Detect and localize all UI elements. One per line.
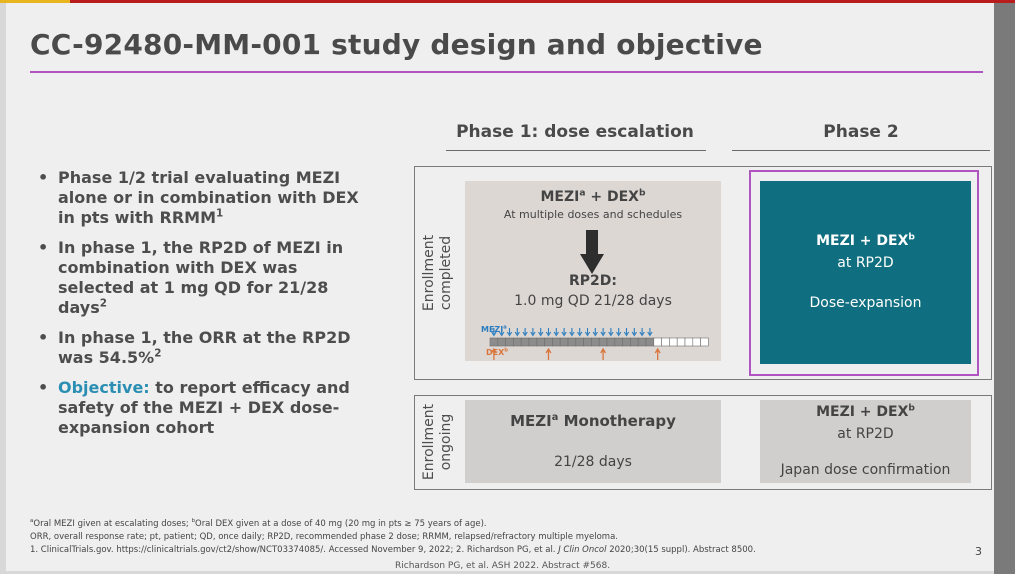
phase1-completed-box: MEZIa + DEXb At multiple doses and sched…	[465, 181, 721, 361]
ongoing-phase1-line2: 21/28 days	[554, 454, 632, 470]
bullet-item: • In phase 1, the RP2D of MEZI in combina…	[38, 238, 344, 317]
schedule-day-cell	[528, 337, 538, 347]
schedule-day-cell	[669, 337, 678, 347]
dosing-schedule-graphic	[489, 328, 709, 360]
page-number: 3	[975, 545, 982, 558]
citation: Richardson PG, et al. ASH 2022. Abstract…	[395, 561, 611, 571]
phase2-heading: Phase 2	[823, 122, 899, 142]
mezi-dose-arrow-icon	[569, 328, 575, 337]
schedule-day-cell	[559, 337, 569, 347]
schedule-day-cell	[575, 337, 584, 347]
schedule-day-cell	[645, 337, 655, 347]
schedule-day-cell	[497, 337, 506, 347]
slide-title: CC-92480-MM-001 study design and objecti…	[30, 28, 763, 61]
bullet-list: • Phase 1/2 trial evaluating MEZI alone o…	[36, 168, 376, 448]
ongoing-phase2-line3: Japan dose confirmation	[780, 462, 951, 478]
schedule-day-cell	[661, 337, 670, 347]
right-edge-strip	[994, 3, 1015, 574]
footnote-line3: 1. ClinicalTrials.gov. https://clinicalt…	[30, 545, 756, 555]
mezi-dose-arrow-icon	[506, 328, 513, 337]
mezi-dose-arrow-icon	[538, 328, 544, 337]
phase2-highlight-outline	[749, 170, 979, 376]
ongoing-phase2-box: MEZI + DEXb at RP2D Japan dose confirmat…	[760, 400, 971, 483]
schedule-day-cell	[567, 337, 577, 347]
top-red-line	[0, 0, 1015, 3]
mezi-dose-arrow-icon	[600, 328, 606, 337]
schedule-day-cell	[606, 337, 616, 347]
mezi-dose-arrow-icon	[553, 328, 559, 337]
schedule-day-cell	[684, 337, 694, 347]
dex-schedule-label: DEXb	[486, 347, 508, 357]
title-underline	[30, 71, 983, 73]
phase2-heading-rule	[732, 150, 990, 151]
footnote-line1: aOral MEZI given at escalating doses; bO…	[30, 518, 487, 529]
schedule-day-cell	[653, 337, 662, 347]
phase2-box-line1: MEZI + DEXb	[816, 232, 915, 249]
bullet-item: • In phase 1, the ORR at the RP2D was 54.…	[38, 328, 351, 367]
phase2-box-line3: Dose-expansion	[809, 295, 922, 311]
schedule-day-cell	[637, 337, 647, 347]
down-arrow-icon	[580, 230, 604, 274]
objective-label: Objective:	[58, 378, 150, 397]
phase2-box-line2: at RP2D	[837, 255, 894, 271]
mezi-dose-arrow-icon	[545, 328, 552, 337]
schedule-day-cell	[536, 337, 545, 347]
mezi-dose-arrow-icon	[577, 328, 583, 337]
schedule-day-cell	[622, 337, 631, 347]
bullet-item-objective: • Objective: to report efficacy and safet…	[38, 378, 350, 437]
mezi-dose-arrow-icon	[631, 328, 637, 337]
bullet-item: • Phase 1/2 trial evaluating MEZI alone o…	[38, 168, 359, 227]
rp2d-title: RP2D:	[568, 273, 617, 289]
schedule-day-cell	[598, 337, 608, 347]
ongoing-phase2-line2: at RP2D	[837, 426, 894, 442]
phase1-box-subtitle: At multiple doses and schedules	[503, 208, 683, 221]
mezi-dose-arrow-icon	[623, 328, 630, 337]
mezi-dose-arrow-icon	[647, 328, 653, 337]
rp2d-value: 1.0 mg QD 21/28 days	[514, 293, 672, 309]
phase1-heading-rule	[446, 150, 706, 151]
mezi-dose-arrow-icon	[522, 328, 528, 337]
schedule-day-cell	[505, 337, 514, 347]
ongoing-phase1-box: MEZIa Monotherapy 21/28 days	[465, 400, 721, 483]
schedule-day-cell	[700, 337, 709, 347]
schedule-day-cell	[614, 337, 623, 347]
mezi-dose-arrow-icon	[530, 328, 536, 337]
schedule-day-cell	[520, 337, 530, 347]
phase2-dose-expansion-box: MEZI + DEXb at RP2D Dose-expansion	[760, 181, 971, 364]
mezi-dose-arrow-icon	[639, 328, 645, 337]
footnote-line2: ORR, overall response rate; pt, patient;…	[30, 532, 618, 542]
enrollment-completed-label: Enrollment completed	[421, 234, 454, 312]
mezi-dose-arrow-icon	[584, 328, 591, 337]
schedule-day-cell	[513, 337, 522, 347]
top-yellow-accent	[0, 0, 70, 3]
schedule-day-cell	[583, 337, 592, 347]
phase1-heading: Phase 1: dose escalation	[456, 122, 694, 142]
mezi-dose-arrow-icon	[592, 328, 598, 337]
schedule-day-cell	[591, 337, 600, 347]
dex-dose-arrow-icon	[545, 347, 552, 360]
mezi-dose-arrow-icon	[561, 328, 567, 337]
dex-dose-arrow-icon	[600, 347, 607, 360]
schedule-day-cell	[544, 337, 553, 347]
schedule-day-cell	[630, 337, 639, 347]
schedule-day-cell	[676, 337, 686, 347]
ongoing-phase2-line1: MEZI + DEXb	[816, 403, 915, 420]
schedule-day-cell	[552, 337, 561, 347]
ongoing-phase1-line1: MEZIa Monotherapy	[510, 412, 676, 430]
schedule-day-cell	[489, 337, 499, 347]
enrollment-ongoing-label: Enrollment ongoing	[421, 403, 454, 481]
mezi-dose-arrow-icon	[499, 328, 505, 337]
mezi-dose-arrow-icon	[616, 328, 622, 337]
dex-dose-arrow-icon	[490, 347, 497, 360]
dex-dose-arrow-icon	[654, 347, 661, 360]
phase1-box-title: MEZIa + DEXb	[540, 188, 646, 205]
mezi-dose-arrow-icon	[514, 328, 520, 337]
schedule-day-cell	[692, 337, 701, 347]
mezi-dose-arrow-icon	[608, 328, 614, 337]
mezi-schedule-label: MEZIa	[481, 324, 507, 334]
mezi-dose-arrow-icon	[491, 328, 497, 337]
